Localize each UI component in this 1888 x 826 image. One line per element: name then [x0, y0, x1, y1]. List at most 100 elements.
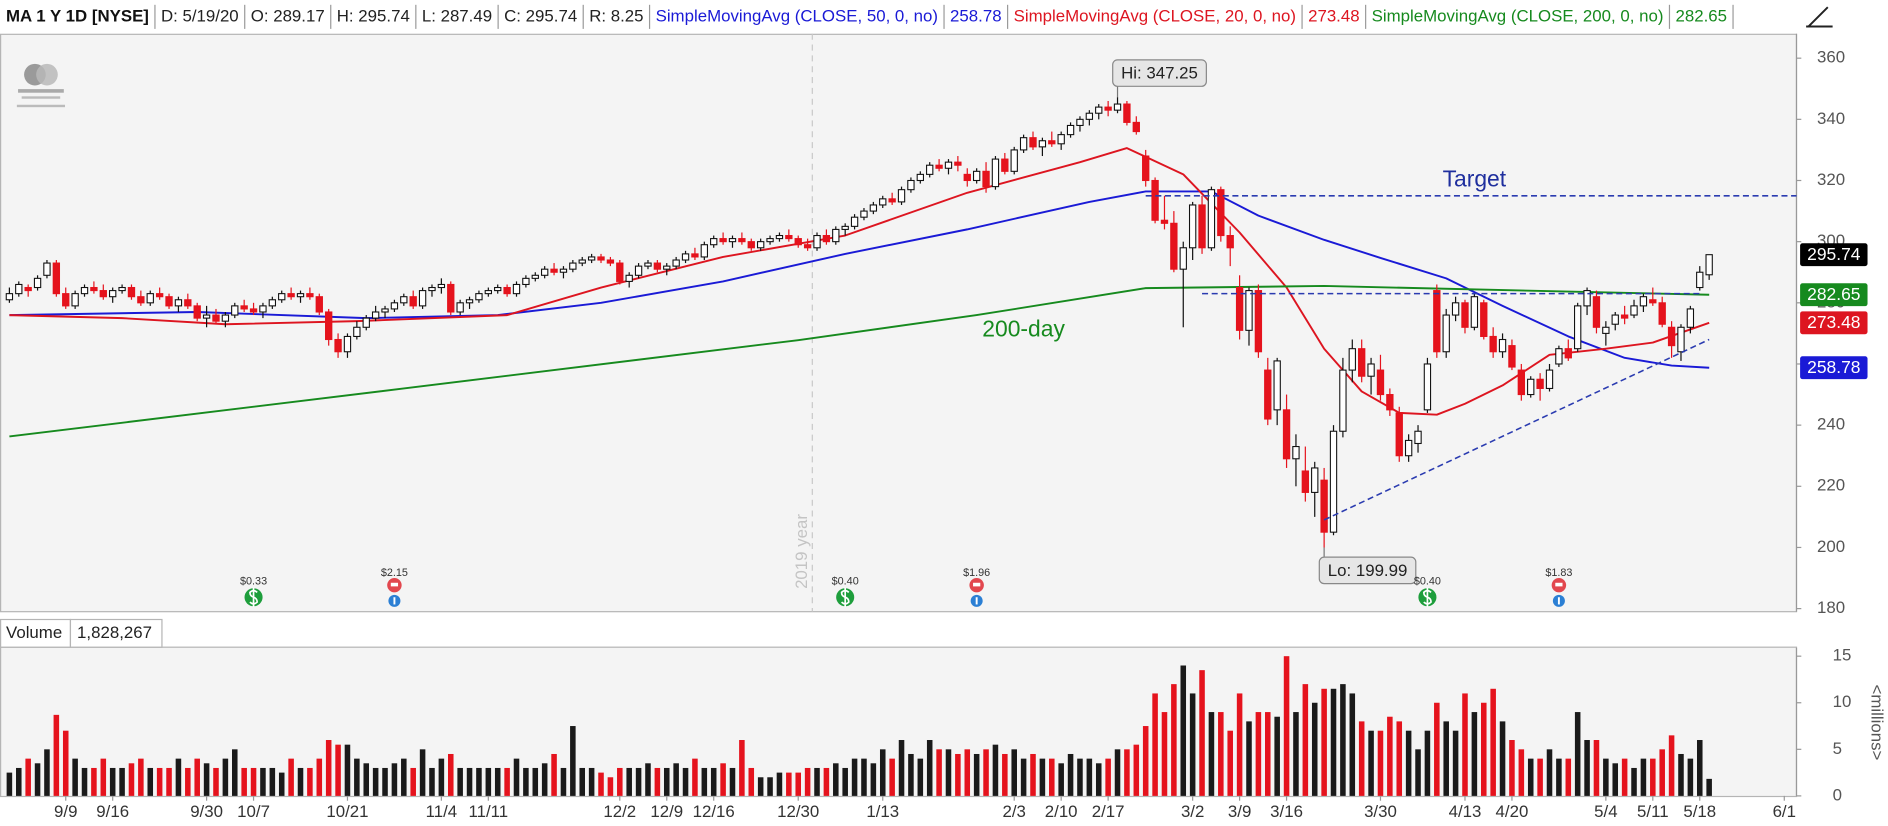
candle-body: [1207, 189, 1216, 249]
volume-bar: [1246, 721, 1252, 796]
candle-body: [43, 262, 51, 276]
candle-body: [522, 277, 530, 286]
volume-bar: [109, 767, 116, 796]
volume-bar: [1405, 730, 1412, 796]
volume-bar: [1236, 693, 1243, 796]
candle-body: [1019, 137, 1028, 151]
volume-bar: [1039, 758, 1046, 796]
volume-bar: [964, 749, 971, 796]
candle-body: [644, 262, 652, 267]
x-tick-label: 11/4: [426, 802, 458, 821]
volume-bar: [739, 740, 745, 796]
volume-bar: [213, 767, 219, 796]
volume-bar: [579, 767, 586, 796]
candle-body: [71, 293, 79, 307]
volume-bar: [1377, 730, 1384, 796]
volume-bar: [1152, 693, 1158, 796]
volume-bar: [1311, 702, 1318, 796]
volume-bar: [363, 763, 370, 796]
y-tick-label: 5: [1833, 739, 1842, 758]
volume-bar: [203, 763, 210, 796]
volume-bar: [692, 758, 698, 796]
volume-bar: [1434, 702, 1440, 796]
draw-tool-icon[interactable]: [1802, 2, 1839, 32]
event-label: $0.33: [240, 575, 267, 587]
candle-body: [193, 305, 201, 319]
quote-field: C: 295.74: [504, 6, 577, 25]
legend-name: SimpleMovingAvg (CLOSE, 200, 0, no): [1372, 6, 1664, 25]
x-tick-label: 4/13: [1449, 802, 1482, 821]
candle-body: [15, 283, 23, 295]
volume-bar: [1274, 716, 1280, 796]
candle-body: [165, 296, 173, 307]
volume-bar: [297, 767, 304, 796]
volume-bar: [823, 767, 830, 796]
volume-bar: [1321, 688, 1327, 796]
price-badge: [1800, 243, 1868, 267]
candle-body: [1301, 470, 1310, 493]
volume-bar: [786, 772, 792, 796]
x-tick-label: 3/16: [1270, 802, 1303, 821]
price-badge-text: 295.74: [1807, 244, 1861, 264]
candle-body: [278, 293, 286, 301]
volume-bar: [391, 763, 398, 796]
volume-bar: [983, 749, 989, 796]
volume-bar: [156, 767, 163, 796]
candle-body: [1658, 302, 1666, 325]
earnings-glyph: [390, 582, 399, 587]
quote-field: L: 287.49: [422, 6, 492, 25]
candle-body: [127, 286, 136, 298]
volume-bar: [1452, 730, 1459, 796]
candle-body: [503, 286, 511, 295]
logo-text: [18, 89, 64, 93]
candle-body: [1508, 345, 1516, 368]
candle-body: [1451, 302, 1460, 316]
volume-bar: [551, 753, 557, 796]
moving-average: [9, 285, 1710, 438]
volume-bar: [1255, 712, 1262, 796]
candle-body: [756, 241, 765, 249]
volume-bar: [1105, 758, 1111, 796]
candle-body: [1113, 103, 1122, 111]
volume-bar: [1593, 740, 1600, 796]
volume-bar: [1650, 758, 1656, 796]
volume-bar: [1621, 758, 1628, 796]
annotation-line: [1323, 338, 1710, 521]
volume-bar: [476, 767, 482, 796]
volume-bar: [767, 777, 773, 796]
x-tick-label: 2/10: [1045, 802, 1078, 821]
candle-body: [1264, 369, 1272, 420]
volume-bar: [560, 767, 567, 796]
volume-bar: [307, 767, 313, 796]
volume-bar: [429, 767, 435, 796]
volume-bar: [607, 777, 614, 796]
quote-field: H: 295.74: [337, 6, 410, 25]
volume-bar: [401, 758, 407, 796]
volume-bar: [44, 749, 50, 796]
candle-body: [681, 253, 690, 261]
candle-body: [850, 216, 859, 227]
candle-body: [578, 259, 586, 264]
candle-body: [982, 170, 990, 188]
volume-bar: [523, 767, 529, 796]
candle-body: [1517, 369, 1526, 396]
candle-body: [1160, 219, 1169, 224]
x-tick-label: 5/18: [1683, 802, 1716, 821]
x-tick-label: 3/9: [1228, 802, 1251, 821]
price-badge-text: 282.65: [1807, 284, 1860, 304]
candle-body: [597, 256, 605, 261]
volume-bar: [1161, 712, 1168, 796]
volume-bar: [34, 763, 41, 796]
candle-body: [306, 293, 314, 298]
candle-body: [841, 225, 849, 230]
candle-body: [1029, 137, 1037, 148]
candle-body: [447, 283, 455, 313]
candle-body: [1282, 409, 1291, 460]
candle-body: [24, 286, 32, 292]
volume-bar: [1283, 656, 1290, 796]
volume-bar: [62, 730, 69, 796]
candle-body: [1132, 121, 1140, 133]
candle-body: [418, 290, 427, 307]
candle-body: [174, 299, 183, 307]
volume-bar: [1124, 749, 1130, 796]
